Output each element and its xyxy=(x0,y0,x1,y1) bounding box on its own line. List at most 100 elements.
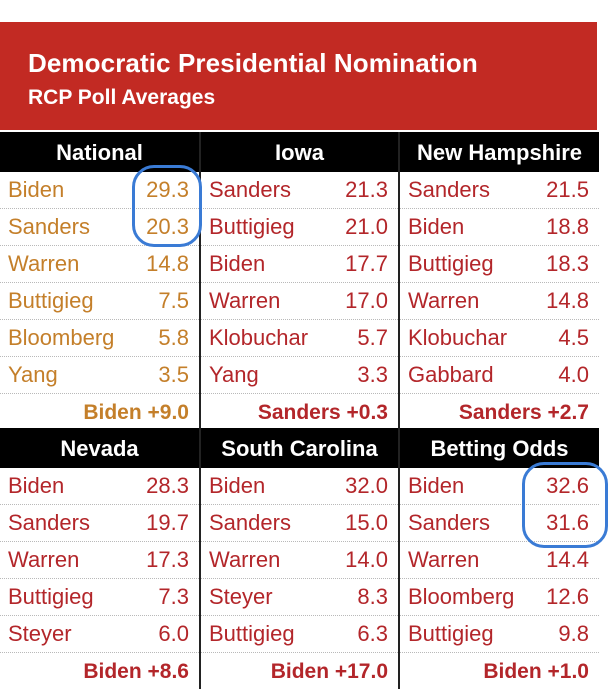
candidate-name: Bloomberg xyxy=(8,325,115,350)
poll-value: 14.8 xyxy=(146,251,189,276)
candidate-name: Biden xyxy=(8,177,65,202)
poll-value: 31.6 xyxy=(546,510,589,535)
table-row: Steyer 6.0 xyxy=(0,616,199,653)
table-row: Warren 14.4 xyxy=(400,542,599,579)
spread-label: Sanders +2.7 xyxy=(458,401,589,424)
table-row: Sanders 21.5 xyxy=(400,172,599,209)
poll-value: 17.7 xyxy=(345,251,388,276)
table-row: Buttigieg 21.0 xyxy=(201,209,398,246)
panel-national: National Biden 29.3 Sanders 20.3 Warren 14.… xyxy=(0,132,199,430)
poll-value: 14.4 xyxy=(546,547,589,572)
poll-value: 12.6 xyxy=(546,584,589,609)
page-subtitle: RCP Poll Averages xyxy=(28,86,216,109)
table-row: Sanders 15.0 xyxy=(201,505,398,542)
table-row: Buttigieg 6.3 xyxy=(201,616,398,653)
candidate-name: Biden xyxy=(8,473,65,498)
poll-value: 32.0 xyxy=(345,473,388,498)
poll-value: 8.3 xyxy=(357,584,388,609)
panel-header: South Carolina xyxy=(201,428,398,468)
table-row: Bloomberg 12.6 xyxy=(400,579,599,616)
table-row: Bloomberg 5.8 xyxy=(0,320,199,357)
table-row: Biden 29.3 xyxy=(0,172,199,209)
panel-header: National xyxy=(0,132,199,172)
candidate-name: Sanders xyxy=(209,510,291,535)
table-row: Sanders 19.7 xyxy=(0,505,199,542)
panel-nevada: Nevada Biden 28.3 Sanders 19.7 Warren 17.3 … xyxy=(0,428,199,689)
panel-iowa: Iowa Sanders 21.3 Buttigieg 21.0 Biden 17.7… xyxy=(199,132,398,430)
candidate-name: Buttigieg xyxy=(408,251,494,276)
poll-value: 4.0 xyxy=(558,362,589,387)
poll-value: 4.5 xyxy=(558,325,589,350)
table-row: Biden 17.7 xyxy=(201,246,398,283)
poll-value: 18.8 xyxy=(546,214,589,239)
poll-value: 28.3 xyxy=(146,473,189,498)
table-row: Klobuchar 5.7 xyxy=(201,320,398,357)
poll-value: 14.0 xyxy=(345,547,388,572)
candidate-name: Warren xyxy=(8,547,80,572)
poll-value: 5.7 xyxy=(357,325,388,350)
poll-value: 17.0 xyxy=(345,288,388,313)
candidate-name: Sanders xyxy=(209,177,291,202)
candidate-name: Warren xyxy=(408,547,480,572)
table-row: Sanders 21.3 xyxy=(201,172,398,209)
table-row: Biden 28.3 xyxy=(0,468,199,505)
candidate-name: Biden xyxy=(408,473,465,498)
candidate-name: Warren xyxy=(8,251,80,276)
poll-value: 7.3 xyxy=(158,584,189,609)
poll-value: 18.3 xyxy=(546,251,589,276)
poll-value: 20.3 xyxy=(146,214,189,239)
candidate-name: Biden xyxy=(209,251,266,276)
candidate-name: Yang xyxy=(209,362,259,387)
spread-label: Biden +1.0 xyxy=(483,660,589,683)
candidate-name: Sanders xyxy=(8,510,90,535)
candidate-name: Buttigieg xyxy=(209,214,295,239)
candidate-name: Sanders xyxy=(8,214,90,239)
candidate-name: Steyer xyxy=(209,584,273,609)
table-row: Biden 32.6 xyxy=(400,468,599,505)
poll-value: 9.8 xyxy=(558,621,589,646)
candidate-name: Klobuchar xyxy=(408,325,508,350)
candidate-name: Bloomberg xyxy=(408,584,515,609)
poll-value: 17.3 xyxy=(146,547,189,572)
candidate-name: Sanders xyxy=(408,177,490,202)
panel-south-carolina: South Carolina Biden 32.0 Sanders 15.0 War… xyxy=(199,428,398,689)
poll-value: 19.7 xyxy=(146,510,189,535)
table-row: Sanders 31.6 xyxy=(400,505,599,542)
poll-value: 14.8 xyxy=(546,288,589,313)
table-row: Warren 14.8 xyxy=(400,283,599,320)
poll-value: 32.6 xyxy=(546,473,589,498)
table-row: Steyer 8.3 xyxy=(201,579,398,616)
poll-grid: National Biden 29.3 Sanders 20.3 Warren 14.… xyxy=(0,132,599,689)
panel-header: Nevada xyxy=(0,428,199,468)
table-row: Klobuchar 4.5 xyxy=(400,320,599,357)
table-row: Buttigieg 7.5 xyxy=(0,283,199,320)
candidate-name: Buttigieg xyxy=(408,621,494,646)
table-row: Buttigieg 7.3 xyxy=(0,579,199,616)
table-row: Yang 3.5 xyxy=(0,357,199,394)
table-row: Buttigieg 9.8 xyxy=(400,616,599,653)
page-title: Democratic Presidential Nomination xyxy=(28,48,478,78)
candidate-name: Biden xyxy=(209,473,266,498)
table-row: Yang 3.3 xyxy=(201,357,398,394)
candidate-name: Warren xyxy=(408,288,480,313)
candidate-name: Biden xyxy=(408,214,465,239)
panel-header: New Hampshire xyxy=(400,132,599,172)
candidate-name: Warren xyxy=(209,288,281,313)
table-row: Gabbard 4.0 xyxy=(400,357,599,394)
table-row: Warren 14.0 xyxy=(201,542,398,579)
candidate-name: Warren xyxy=(209,547,281,572)
poll-value: 3.3 xyxy=(357,362,388,387)
poll-value: 3.5 xyxy=(158,362,189,387)
spread-label: Biden +17.0 xyxy=(270,660,388,683)
candidate-name: Yang xyxy=(8,362,58,387)
candidate-name: Klobuchar xyxy=(209,325,309,350)
panel-header: Iowa xyxy=(201,132,398,172)
poll-value: 21.0 xyxy=(345,214,388,239)
poll-value: 6.3 xyxy=(357,621,388,646)
candidate-name: Buttigieg xyxy=(209,621,295,646)
poll-block-bottom: Nevada Biden 28.3 Sanders 19.7 Warren 17.3 … xyxy=(0,428,599,689)
table-row: Warren 17.3 xyxy=(0,542,199,579)
table-row: Sanders 20.3 xyxy=(0,209,199,246)
table-row: Biden 18.8 xyxy=(400,209,599,246)
poll-value: 21.3 xyxy=(345,177,388,202)
